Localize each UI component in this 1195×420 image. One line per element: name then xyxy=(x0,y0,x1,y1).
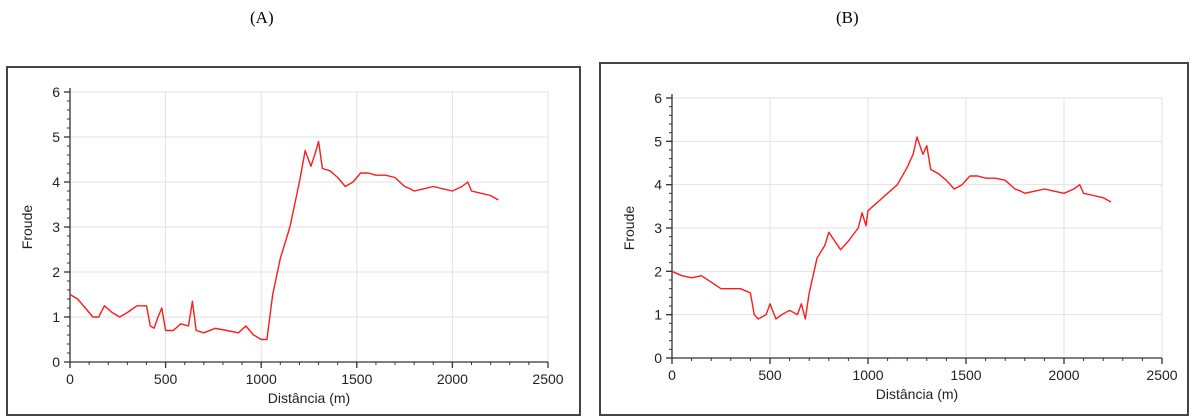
froude-series-line xyxy=(69,140,499,341)
y-tick-label: 2 xyxy=(654,263,662,279)
x-tick-label: 1000 xyxy=(246,371,277,387)
froude-chart-b: 0 500 1000 1500 2000 2500 0 1 2 3 4 5 6 Distância (m)… xyxy=(621,90,1178,402)
x-tick-label: 500 xyxy=(758,367,782,383)
y-tick-label: 1 xyxy=(654,307,662,323)
x-tick-label: 1500 xyxy=(950,367,981,383)
chart-frame-b: 0 500 1000 1500 2000 2500 0 1 2 3 4 5 6 Distância (m)… xyxy=(599,62,1189,416)
y-tick-label: 2 xyxy=(52,264,60,280)
y-tick-label: 1 xyxy=(52,309,60,325)
y-tick-label: 4 xyxy=(654,177,662,193)
y-tick-label: 5 xyxy=(654,133,662,149)
x-tick-label: 0 xyxy=(668,367,676,383)
froude-series-line xyxy=(671,136,1112,320)
y-tick-label: 3 xyxy=(52,219,60,235)
x-tick-label: 500 xyxy=(154,371,178,387)
y-tick-label: 4 xyxy=(52,174,60,190)
chart-frame-a: 0 500 1000 1500 2000 2500 0 1 2 3 4 5 6 Distância (m)… xyxy=(6,66,581,416)
x-tick-label: 2500 xyxy=(532,371,563,387)
x-tick-label: 2500 xyxy=(1146,367,1177,383)
y-tick-label: 6 xyxy=(52,84,60,100)
x-tick-label: 0 xyxy=(66,371,74,387)
x-tick-label: 1500 xyxy=(341,371,372,387)
x-tick-label: 2000 xyxy=(1048,367,1079,383)
y-axis-title: Froude xyxy=(621,206,637,251)
panel-label-b: (B) xyxy=(836,8,859,27)
y-tick-label: 3 xyxy=(654,220,662,236)
x-tick-label: 1000 xyxy=(852,367,883,383)
y-tick-label: 0 xyxy=(52,354,60,370)
panel-label-a: (A) xyxy=(250,8,274,27)
froude-chart-a: 0 500 1000 1500 2000 2500 0 1 2 3 4 5 6 Distância (m)… xyxy=(19,84,564,406)
y-tick-label: 6 xyxy=(654,90,662,106)
y-axis-title: Froude xyxy=(19,205,35,250)
x-axis-title: Distância (m) xyxy=(268,390,350,406)
x-axis-title: Distância (m) xyxy=(876,386,958,402)
y-tick-label: 0 xyxy=(654,350,662,366)
y-tick-label: 5 xyxy=(52,129,60,145)
x-tick-label: 2000 xyxy=(437,371,468,387)
